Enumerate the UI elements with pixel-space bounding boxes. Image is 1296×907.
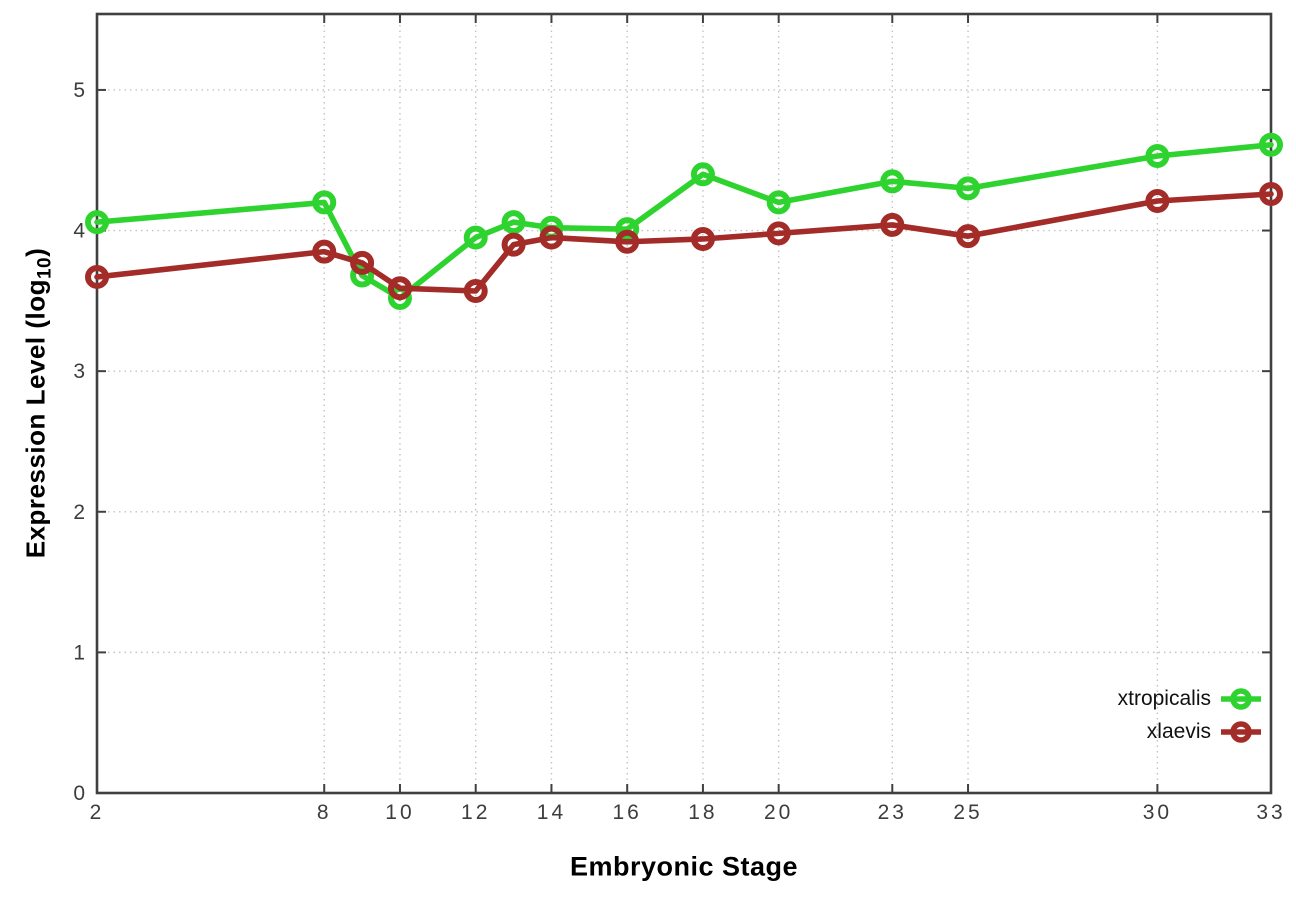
data-point-xtropicalis: [615, 217, 640, 242]
data-point-xtropicalis: [690, 162, 715, 187]
x-tick-label: 30: [1143, 801, 1172, 824]
data-point-xlaevis: [85, 264, 109, 289]
data-point-xlaevis: [766, 221, 791, 246]
x-tick-label: 12: [461, 801, 490, 824]
data-point-xtropicalis: [350, 263, 375, 288]
y-tick-label: 1: [73, 641, 85, 664]
x-tick-label: 8: [317, 801, 332, 824]
data-point-xlaevis: [1145, 189, 1170, 214]
data-point-xtropicalis: [956, 176, 981, 201]
y-axis-title-subscript: 10: [34, 256, 56, 280]
y-axis-title-text: Expression Level (log: [20, 279, 51, 559]
data-point-xtropicalis: [463, 225, 488, 250]
x-tick-label: 20: [764, 801, 793, 824]
x-tick-label: 16: [613, 801, 642, 824]
data-point-xlaevis: [539, 225, 564, 250]
plot-border: [95, 12, 1273, 795]
data-point-xlaevis: [350, 250, 375, 275]
data-point-xlaevis: [312, 239, 337, 264]
x-tick-label: 2: [90, 801, 105, 824]
data-point-xlaevis: [690, 226, 715, 251]
y-tick-label: 3: [73, 360, 85, 383]
data-point-xtropicalis: [312, 190, 337, 215]
data-point-xtropicalis: [1259, 132, 1283, 157]
x-tick-label: 14: [537, 801, 566, 824]
y-tick-label: 2: [73, 501, 85, 524]
y-axis-title: Expression Level (log10): [20, 247, 56, 559]
data-point-xlaevis: [463, 279, 488, 304]
data-point-xtropicalis: [880, 169, 905, 194]
series-line-xtropicalis: [94, 141, 1274, 301]
line-point-marker-icon: [1220, 686, 1262, 712]
x-tick-label: 33: [1256, 801, 1285, 824]
x-axis-title: Embryonic Stage: [569, 851, 799, 882]
legend: xtropicalis xlaevis: [1118, 684, 1262, 747]
data-point-xtropicalis: [766, 190, 791, 215]
data-point-xlaevis: [501, 232, 526, 257]
y-tick-label: 0: [73, 782, 85, 805]
data-point-xlaevis: [956, 224, 981, 249]
y-tick-label: 5: [73, 79, 85, 102]
data-point-xlaevis: [615, 229, 640, 254]
y-tick-label: 4: [73, 220, 85, 243]
data-point-xtropicalis: [1145, 144, 1170, 169]
data-point-xlaevis: [1259, 181, 1283, 206]
legend-label: xlaevis: [1146, 720, 1211, 743]
data-point-xtropicalis: [85, 210, 109, 235]
y-axis-title-close-paren: ): [20, 247, 51, 257]
x-tick-label: 23: [878, 801, 907, 824]
data-point-xlaevis: [387, 276, 412, 301]
x-tick-label: 25: [953, 801, 982, 824]
legend-label: xtropicalis: [1117, 687, 1211, 710]
data-point-xlaevis: [880, 212, 905, 237]
legend-item-xtropicalis: xtropicalis: [1118, 684, 1262, 714]
x-tick-label: 18: [688, 801, 717, 824]
x-tick-label: 10: [385, 801, 414, 824]
legend-item-xlaevis: xlaevis: [1118, 717, 1262, 747]
line-point-marker-icon: [1220, 719, 1262, 745]
data-point-xtropicalis: [501, 210, 526, 235]
